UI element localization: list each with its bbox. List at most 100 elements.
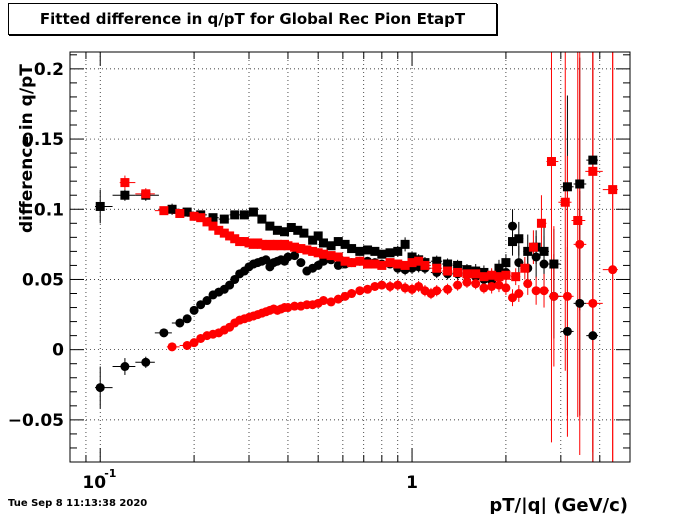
data-point-square: [308, 246, 318, 256]
data-point-circle: [385, 281, 395, 291]
data-point-square: [189, 211, 199, 221]
data-point-circle: [501, 283, 511, 293]
grid: [69, 52, 631, 462]
data-point-square: [290, 242, 300, 252]
data-point-square: [230, 234, 240, 244]
data-point-circle: [432, 286, 442, 296]
data-point-circle: [549, 291, 559, 301]
data-point-circle: [318, 256, 328, 266]
data-point-circle: [290, 251, 300, 261]
data-point-circle: [523, 279, 533, 289]
y-tick-label: 0.2: [34, 60, 64, 80]
y-axis-label: difference in q/pT: [17, 64, 37, 233]
data-point-square: [511, 272, 521, 282]
data-point-square: [370, 259, 380, 269]
data-point-circle: [290, 301, 300, 311]
data-point-square: [318, 249, 328, 259]
data-point-square: [453, 260, 463, 270]
data-point-square: [443, 266, 453, 276]
data-point-square: [313, 248, 323, 258]
data-point-circle: [95, 383, 105, 393]
data-point-square: [432, 263, 442, 273]
data-point-circle: [393, 280, 403, 290]
data-point-square: [286, 223, 296, 233]
data-point-square: [248, 207, 258, 217]
data-point-square: [280, 227, 290, 237]
data-point-square: [377, 249, 387, 259]
data-point-square: [501, 258, 511, 268]
data-point-circle: [175, 318, 185, 328]
data-point-circle: [355, 286, 365, 296]
x-axis-label: pT/|q| (GeV/c): [489, 495, 628, 514]
data-point-square: [363, 259, 373, 269]
y-tick-label: 0.05: [22, 270, 64, 290]
data-point-square: [385, 248, 395, 258]
data-point-circle: [479, 283, 489, 293]
data-point-circle: [588, 298, 598, 308]
x-tick-exponent: -1: [104, 467, 116, 480]
data-point-circle: [494, 280, 504, 290]
tick-labels: −0.05 0 0.05 0.1 0.15 0.2 10-1 1: [8, 60, 418, 493]
data-point-square: [494, 272, 504, 282]
data-point-square: [219, 214, 229, 224]
data-point-square: [214, 225, 224, 235]
data-point-square: [239, 210, 249, 220]
data-point-circle: [575, 298, 585, 308]
data-point-square: [299, 228, 309, 238]
data-point-square: [393, 246, 403, 256]
y-tick-label: 0.15: [22, 130, 64, 150]
data-point-square: [539, 246, 549, 256]
data-point-square: [573, 215, 583, 225]
data-point-square: [347, 258, 357, 268]
data-point-circle: [333, 294, 343, 304]
data-point-square: [549, 259, 559, 269]
data-point-square: [432, 256, 442, 266]
data-point-circle: [182, 314, 192, 324]
data-point-square: [462, 269, 472, 279]
data-point-square: [479, 272, 489, 282]
data-point-square: [400, 239, 410, 249]
data-point-circle: [462, 277, 472, 287]
data-point-circle: [443, 284, 453, 294]
data-point-square: [340, 256, 350, 266]
data-point-circle: [471, 279, 481, 289]
data-point-circle: [261, 255, 271, 265]
data-point-square: [562, 182, 572, 192]
data-point-circle: [508, 293, 518, 303]
data-point-square: [159, 206, 169, 216]
data-point-square: [326, 241, 336, 251]
data-point-circle: [400, 283, 410, 293]
data-point-circle: [182, 340, 192, 350]
data-point-circle: [120, 362, 130, 372]
data-point-square: [393, 259, 403, 269]
data-point-circle: [333, 260, 343, 270]
data-point-square: [333, 252, 343, 262]
data-point-square: [400, 260, 410, 270]
data-point-square: [355, 256, 365, 266]
data-point-square: [501, 270, 511, 280]
data-point-circle: [296, 258, 306, 268]
chart-title: Fitted difference in q/pT for Global Rec…: [8, 3, 497, 35]
data-point-square: [208, 213, 218, 223]
data-point-square: [239, 237, 249, 247]
data-point-circle: [531, 252, 541, 262]
data-point-square: [196, 213, 206, 223]
data-point-square: [523, 246, 533, 256]
data-point-square: [302, 245, 312, 255]
data-point-circle: [514, 289, 524, 299]
data-point-circle: [508, 221, 518, 231]
data-point-square: [407, 252, 417, 262]
data-point-square: [333, 237, 343, 247]
data-point-square: [575, 179, 585, 189]
data-point-square: [487, 270, 497, 280]
data-point-square: [225, 231, 235, 241]
data-point-circle: [318, 296, 328, 306]
data-point-square: [235, 237, 245, 247]
x-tick-label: 10: [82, 473, 106, 493]
data-point-square: [536, 218, 546, 228]
y-tick-label: −0.05: [8, 411, 64, 431]
data-point-circle: [487, 281, 497, 291]
data-point-square: [120, 178, 130, 188]
data-point-square: [370, 246, 380, 256]
data-point-square: [208, 221, 218, 231]
